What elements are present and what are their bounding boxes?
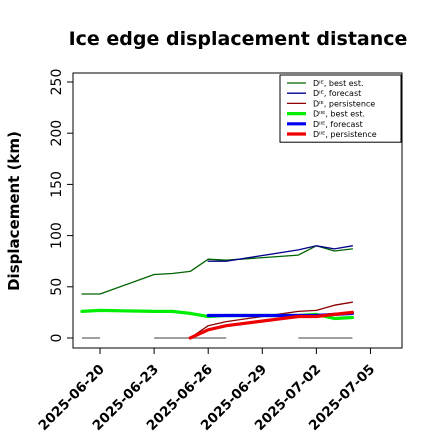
series-line-2	[207, 245, 354, 262]
y-axis: 0 50 100 150 200 250	[49, 69, 73, 343]
plot-frame	[72, 72, 403, 349]
series-line-6	[188, 310, 354, 340]
y-tick-label: 250	[49, 69, 65, 96]
chart-title: Ice edge displacement distance	[69, 28, 408, 50]
legend-label: Dᴵᴵᴱ, best est.	[313, 110, 365, 119]
y-tick-label: 200	[49, 120, 65, 147]
x-axis: 2025-06-202025-06-232025-06-262025-06-29…	[35, 348, 378, 434]
y-axis-label: Displacement (km)	[5, 131, 23, 291]
legend-box	[279, 74, 402, 143]
y-tick-label: 0	[49, 334, 65, 343]
legend-label: Dᴵᴵᴱ, forecast	[313, 120, 363, 129]
legend-label: Dᴵᴵᴱ, persistence	[313, 130, 377, 139]
legend-label: Dᴵᴱ, persistence	[313, 99, 375, 108]
legend-label: Dᴵᴱ, best est.	[313, 79, 364, 88]
legend-label: Dᴵᴱ, forecast	[313, 89, 361, 98]
series-line-1	[81, 245, 354, 295]
series-line-3	[189, 301, 354, 339]
series-layer	[80, 245, 354, 340]
y-tick-label: 50	[49, 278, 65, 296]
y-tick-label: 100	[49, 222, 65, 249]
y-tick-label: 150	[49, 171, 65, 198]
